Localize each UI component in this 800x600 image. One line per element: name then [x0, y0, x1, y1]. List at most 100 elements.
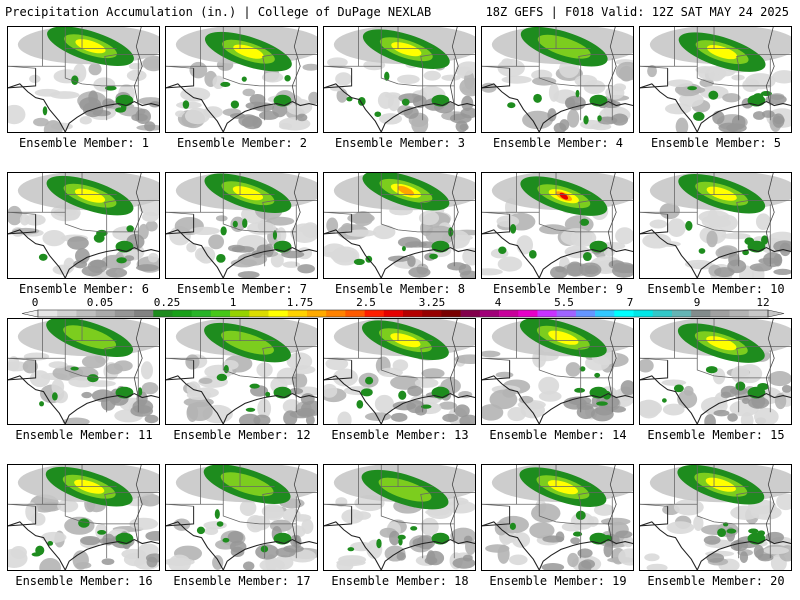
color-scale-legend: 0 0.05 0.25 1 1.75 2.5 3.25 4 5.5 7 9 12 [0, 295, 800, 319]
colorbar-swatch [364, 310, 385, 317]
colorbar-swatch [345, 310, 365, 317]
colorbar-tick-label: 9 [694, 296, 701, 309]
colorbar-tick-label: 3.25 [419, 296, 446, 309]
ensemble-member-label: Ensemble Member: 10 [647, 282, 785, 296]
colorbar-swatch [556, 310, 577, 317]
precip-map [324, 319, 475, 424]
colorbar-swatch [114, 310, 135, 317]
colorbar-swatch [306, 310, 327, 317]
colorbar-swatch [326, 310, 346, 317]
colorbar-swatch [499, 310, 519, 317]
ensemble-member-label: Ensemble Member: 14 [489, 428, 627, 442]
ensemble-member-label: Ensemble Member: 17 [173, 574, 311, 588]
precip-map [640, 319, 791, 424]
colorbar-swatch [403, 310, 423, 317]
precip-map [8, 27, 159, 132]
colorbar-swatch [671, 310, 692, 317]
colorbar-swatch [153, 310, 173, 317]
colorbar-tick-label: 1.75 [287, 296, 314, 309]
colorbar-tick-label: 7 [627, 296, 634, 309]
ensemble-member-label: Ensemble Member: 18 [331, 574, 469, 588]
ensemble-member-map [639, 26, 792, 133]
ensemble-member-label: Ensemble Member: 15 [647, 428, 785, 442]
ensemble-member-label: Ensemble Member: 5 [650, 136, 782, 150]
colorbar-tick-label: 0.25 [154, 296, 181, 309]
colorbar-swatch [134, 310, 154, 317]
colorbar-tick-label: 4 [495, 296, 502, 309]
precip-map [640, 465, 791, 570]
colorbar-tick-label: 5.5 [554, 296, 574, 309]
colorbar-swatch [691, 310, 711, 317]
ensemble-member-label: Ensemble Member: 16 [15, 574, 153, 588]
colorbar-swatch [518, 310, 538, 317]
colorbar-swatch [633, 310, 654, 317]
ensemble-member-map [165, 464, 318, 571]
ensemble-member-map [323, 464, 476, 571]
precip-map [482, 173, 633, 278]
colorbar-swatch [595, 310, 615, 317]
ensemble-member-label: Ensemble Member: 7 [176, 282, 308, 296]
precip-map [640, 173, 791, 278]
ensemble-member-map [323, 26, 476, 133]
precip-map [324, 465, 475, 570]
ensemble-member-map [7, 26, 160, 133]
colorbar-swatch [422, 310, 442, 317]
ensemble-member-map [323, 172, 476, 279]
ensemble-member-map [639, 464, 792, 571]
ensemble-member-map [165, 318, 318, 425]
colorbar-swatch [748, 310, 769, 317]
colorbar-swatch [76, 310, 96, 317]
model-run-info: 18Z GEFS | F018 Valid: 12Z SAT MAY 24 20… [485, 5, 789, 19]
colorbar-swatch [249, 310, 269, 317]
colorbar-swatch [287, 310, 308, 317]
colorbar-swatch [210, 310, 231, 317]
ensemble-member-map [481, 26, 634, 133]
colorbar-swatch [710, 310, 730, 317]
ensemble-member-map [481, 172, 634, 279]
precip-map [482, 319, 633, 424]
precip-map [8, 173, 159, 278]
ensemble-member-map [639, 172, 792, 279]
colorbar-swatch [57, 310, 77, 317]
precip-map [324, 173, 475, 278]
colorbar-swatch [575, 310, 596, 317]
colorbar-arrow-left [21, 309, 39, 318]
precip-map [166, 465, 317, 570]
colorbar-swatch [230, 310, 250, 317]
ensemble-member-label: Ensemble Member: 1 [18, 136, 150, 150]
colorbar-swatch [38, 310, 58, 317]
ensemble-member-label: Ensemble Member: 20 [647, 574, 785, 588]
color-scale-bar: 0 0.05 0.25 1 1.75 2.5 3.25 4 5.5 7 9 12 [21, 296, 785, 318]
ensemble-member-label: Ensemble Member: 2 [176, 136, 308, 150]
ensemble-member-label: Ensemble Member: 9 [492, 282, 624, 296]
ensemble-member-map [7, 318, 160, 425]
ensemble-member-map [639, 318, 792, 425]
ensemble-member-label: Ensemble Member: 19 [489, 574, 627, 588]
colorbar-swatch [172, 310, 192, 317]
colorbar-tick-label: 0.05 [87, 296, 114, 309]
colorbar-swatch [441, 310, 461, 317]
ensemble-member-label: Ensemble Member: 4 [492, 136, 624, 150]
precip-map [482, 465, 633, 570]
precip-map [166, 27, 317, 132]
chart-title: Precipitation Accumulation (in.) | Colle… [5, 5, 432, 19]
ensemble-member-map [7, 464, 160, 571]
colorbar-arrow-right [767, 309, 785, 318]
precip-map [166, 173, 317, 278]
colorbar-swatch [268, 310, 289, 317]
colorbar-swatch [537, 310, 557, 317]
colorbar-tick-label: 1 [230, 296, 237, 309]
ensemble-member-label: Ensemble Member: 13 [331, 428, 469, 442]
ensemble-member-map [7, 172, 160, 279]
precip-map [324, 27, 475, 132]
colorbar-swatch [614, 310, 634, 317]
precip-map [166, 319, 317, 424]
colorbar-tick-label: 2.5 [356, 296, 376, 309]
colorbar-swatch [479, 310, 500, 317]
ensemble-member-label: Ensemble Member: 11 [15, 428, 153, 442]
colorbar-swatch [460, 310, 481, 317]
colorbar-tick-label: 12 [756, 296, 769, 309]
precip-map [8, 319, 159, 424]
precip-map [640, 27, 791, 132]
ensemble-member-label: Ensemble Member: 8 [334, 282, 466, 296]
